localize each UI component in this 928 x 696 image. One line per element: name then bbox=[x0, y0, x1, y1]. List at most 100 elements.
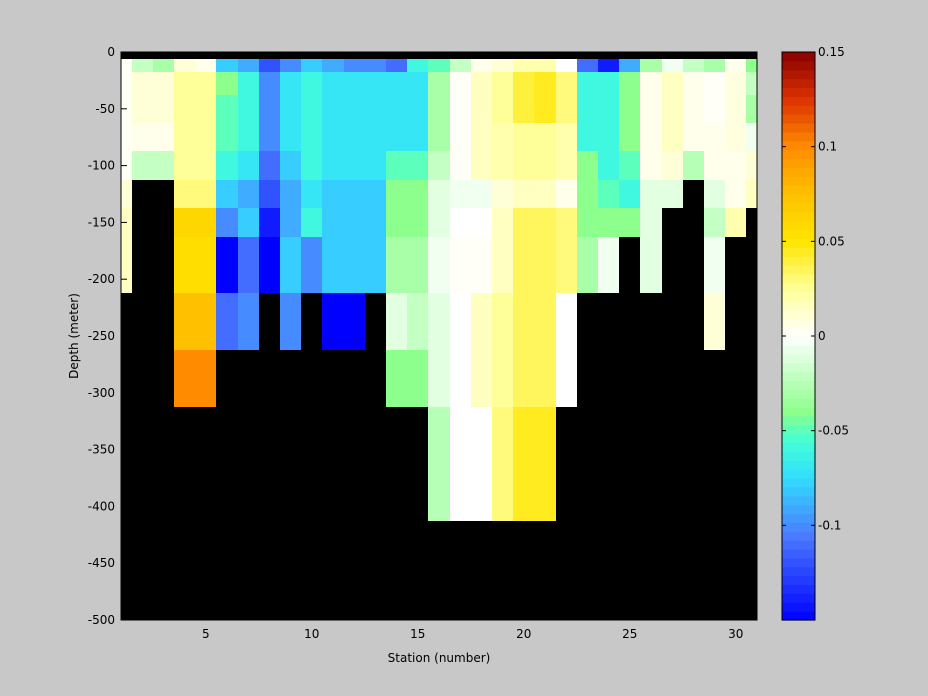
heatmap-cell bbox=[386, 95, 407, 123]
heatmap-cell bbox=[365, 151, 386, 180]
heatmap-cell bbox=[407, 208, 428, 237]
colorbar-swatch bbox=[782, 513, 815, 523]
heatmap-cell bbox=[322, 180, 344, 208]
heatmap-cell bbox=[450, 379, 471, 407]
colorbar-swatch bbox=[782, 486, 815, 497]
heatmap-cells bbox=[121, 59, 757, 521]
heatmap-cell bbox=[195, 350, 216, 379]
colorbar-swatch bbox=[782, 69, 815, 80]
heatmap-cell bbox=[195, 208, 216, 237]
heatmap-cell bbox=[534, 208, 556, 237]
heatmap-cell bbox=[322, 95, 344, 123]
heatmap-cell bbox=[195, 293, 216, 322]
heatmap-cell bbox=[513, 350, 534, 379]
plot-area bbox=[120, 51, 758, 621]
colorbar-swatch bbox=[782, 433, 815, 444]
heatmap-cell bbox=[344, 208, 365, 237]
heatmap-cell bbox=[534, 350, 556, 379]
heatmap-cell bbox=[259, 237, 280, 265]
colorbar-swatch bbox=[782, 140, 815, 151]
heatmap-cell bbox=[174, 293, 195, 322]
heatmap-cell bbox=[598, 72, 619, 95]
heatmap-cell bbox=[216, 293, 238, 322]
heatmap-cell bbox=[471, 95, 492, 123]
heatmap-cell bbox=[280, 95, 301, 123]
heatmap-cell bbox=[280, 180, 301, 208]
heatmap-cell bbox=[259, 180, 280, 208]
heatmap-cell bbox=[746, 151, 757, 180]
heatmap-cell bbox=[280, 151, 301, 180]
heatmap-cell bbox=[428, 407, 450, 435]
heatmap-cell bbox=[471, 123, 492, 151]
x-axis-label: Station (number) bbox=[388, 651, 491, 665]
heatmap-cell bbox=[577, 265, 598, 293]
y-tick-label: 0 bbox=[107, 45, 115, 59]
colorbar-tick-label: 0.15 bbox=[818, 45, 845, 59]
colorbar-swatch bbox=[782, 389, 815, 399]
colorbar-swatch bbox=[782, 584, 815, 594]
heatmap-cell bbox=[301, 95, 322, 123]
heatmap-cell bbox=[619, 59, 640, 72]
heatmap-cell bbox=[704, 208, 725, 237]
heatmap-cell bbox=[386, 72, 407, 95]
heatmap-cell bbox=[428, 59, 450, 72]
heatmap-cell bbox=[195, 322, 216, 350]
heatmap-cell bbox=[365, 180, 386, 208]
heatmap-cell bbox=[450, 407, 471, 435]
heatmap-cell bbox=[450, 322, 471, 350]
heatmap-cell bbox=[513, 123, 534, 151]
heatmap-cell bbox=[619, 123, 640, 151]
heatmap-cell bbox=[216, 72, 238, 95]
colorbar-swatch bbox=[782, 327, 815, 337]
heatmap-cell bbox=[428, 350, 450, 379]
heatmap-cell bbox=[280, 265, 301, 293]
heatmap-cell bbox=[513, 322, 534, 350]
colorbar-swatch bbox=[782, 336, 815, 346]
heatmap-cell bbox=[640, 237, 662, 265]
heatmap-cell bbox=[746, 95, 757, 123]
heatmap-cell bbox=[513, 151, 534, 180]
heatmap-cell bbox=[428, 72, 450, 95]
heatmap-cell bbox=[640, 208, 662, 237]
heatmap-cell bbox=[513, 95, 534, 123]
heatmap-cell bbox=[322, 265, 344, 293]
heatmap-cell bbox=[704, 72, 725, 95]
colorbar-swatch bbox=[782, 424, 815, 435]
heatmap-cell bbox=[386, 293, 407, 322]
heatmap-cell bbox=[725, 123, 746, 151]
colorbar-swatch bbox=[782, 442, 815, 452]
heatmap-cell bbox=[556, 322, 577, 350]
heatmap-cell bbox=[471, 322, 492, 350]
heatmap-cell bbox=[344, 322, 365, 350]
colorbar-swatch bbox=[782, 256, 815, 266]
heatmap-cell bbox=[534, 435, 556, 464]
heatmap-cell bbox=[322, 72, 344, 95]
y-tick-label: -100 bbox=[88, 159, 115, 173]
colorbar-swatch bbox=[782, 300, 815, 310]
colorbar-swatch bbox=[782, 575, 815, 586]
heatmap-cell bbox=[746, 72, 757, 95]
heatmap-cell bbox=[216, 265, 238, 293]
heatmap-cell bbox=[471, 464, 492, 492]
heatmap-cell bbox=[301, 237, 322, 265]
heatmap-cell bbox=[471, 72, 492, 95]
heatmap-cell bbox=[322, 208, 344, 237]
heatmap-cell bbox=[386, 237, 407, 265]
heatmap-cell bbox=[725, 59, 746, 72]
colorbar-swatch bbox=[782, 602, 815, 612]
heatmap-cell bbox=[174, 59, 195, 72]
heatmap-cell bbox=[450, 237, 471, 265]
heatmap-cell bbox=[280, 237, 301, 265]
heatmap-cell bbox=[471, 180, 492, 208]
heatmap-cell bbox=[725, 151, 746, 180]
heatmap-cell bbox=[322, 59, 344, 72]
heatmap-cell bbox=[492, 492, 513, 521]
heatmap-cell bbox=[513, 407, 534, 435]
colorbar-swatch bbox=[782, 158, 815, 168]
y-tick-label: -400 bbox=[88, 499, 115, 513]
heatmap-cell bbox=[407, 59, 428, 72]
heatmap-cell bbox=[195, 265, 216, 293]
heatmap-cell bbox=[153, 151, 174, 180]
heatmap-cell bbox=[174, 180, 195, 208]
colorbar-swatch bbox=[782, 185, 815, 195]
